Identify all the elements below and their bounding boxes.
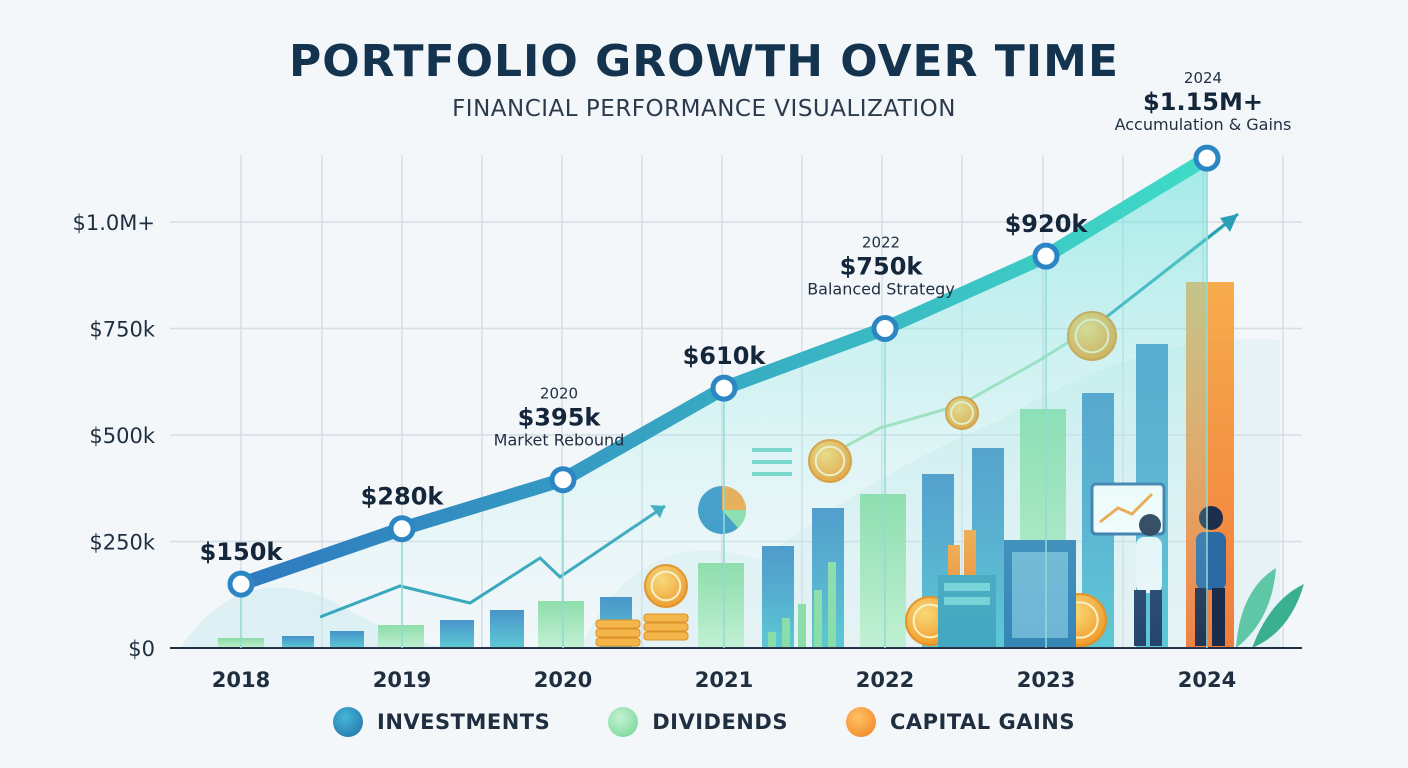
annotation-note: Market Rebound [494,431,625,450]
data-label: $395k [518,404,602,432]
legend-item-investments: INVESTMENTS [333,707,550,737]
y-axis-ticks: $0 $250k $500k $750k $1.0M+ [73,211,156,661]
data-point [388,515,416,543]
x-axis-ticks: 2018 2019 2020 2021 2022 2023 2024 [212,668,1236,692]
legend-label-investments: INVESTMENTS [377,710,551,734]
series-points [227,144,1221,598]
data-label: $750k [840,253,924,281]
legend-swatch-dividends [608,707,639,737]
annotation-note: Accumulation & Gains [1115,115,1292,134]
x-tick-label: 2021 [695,668,753,692]
data-point [871,315,899,342]
annotation-year: 2022 [862,234,900,252]
plant-decoration [1236,568,1304,648]
annotation-year: 2024 [1184,69,1222,87]
y-tick-label: $500k [89,424,155,448]
data-point [1193,144,1221,172]
data-label: $610k [683,342,767,370]
x-tick-label: 2023 [1017,668,1075,692]
legend-label-dividends: DIVIDENDS [652,710,788,734]
x-tick-label: 2020 [534,668,592,692]
data-label: $280k [361,483,445,511]
y-tick-label: $0 [128,637,155,661]
x-tick-label: 2024 [1178,668,1236,692]
legend-label-capital-gains: CAPITAL GAINS [889,710,1075,734]
x-tick-label: 2019 [373,668,431,692]
data-point [549,466,577,494]
data-label: $150k [200,538,284,566]
y-tick-label: $250k [89,531,155,555]
legend-item-capital-gains: CAPITAL GAINS [845,707,1075,737]
y-tick-label: $1.0M+ [73,211,155,235]
data-point [227,570,255,598]
annotation-note: Balanced Strategy [807,280,955,299]
data-point [1032,242,1060,270]
page-title: PORTFOLIO GROWTH OVER TIME [288,36,1119,87]
legend-swatch-capital-gains [845,707,876,737]
data-label: $1.15M+ [1143,88,1263,116]
legend-item-dividends: DIVIDENDS [608,707,788,737]
data-point [710,374,738,402]
data-label: $920k [1005,210,1089,238]
annotation-year: 2020 [540,385,578,403]
y-tick-label: $750k [89,318,155,342]
legend-swatch-investments [333,707,364,737]
legend: INVESTMENTS DIVIDENDS CAPITAL GAINS [0,707,1408,737]
page-subtitle: FINANCIAL PERFORMANCE VISUALIZATION [452,96,956,122]
x-tick-label: 2018 [212,668,270,692]
x-tick-label: 2022 [856,668,914,692]
